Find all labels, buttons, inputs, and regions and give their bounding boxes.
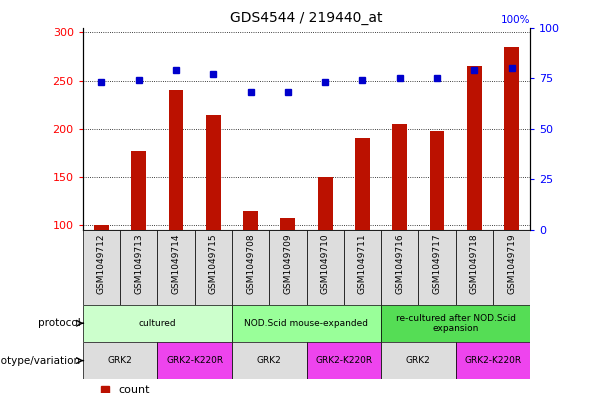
- Bar: [418, 230, 455, 305]
- Text: GRK2-K220R: GRK2-K220R: [465, 356, 522, 365]
- Text: protocol: protocol: [38, 318, 80, 328]
- Text: GSM1049712: GSM1049712: [97, 233, 106, 294]
- Bar: [455, 342, 530, 379]
- Text: count: count: [118, 385, 150, 393]
- Text: GRK2: GRK2: [108, 356, 132, 365]
- Text: GSM1049718: GSM1049718: [470, 233, 479, 294]
- Text: NOD.Scid mouse-expanded: NOD.Scid mouse-expanded: [245, 319, 368, 328]
- Text: GSM1049715: GSM1049715: [209, 233, 218, 294]
- Bar: [381, 305, 530, 342]
- Text: GSM1049709: GSM1049709: [283, 233, 292, 294]
- Text: 100%: 100%: [501, 15, 530, 26]
- Bar: [467, 66, 482, 230]
- Bar: [381, 342, 455, 379]
- Bar: [83, 342, 158, 379]
- Bar: [493, 230, 530, 305]
- Text: GSM1049713: GSM1049713: [134, 233, 143, 294]
- Bar: [169, 90, 183, 230]
- Bar: [232, 230, 269, 305]
- Bar: [381, 230, 418, 305]
- Bar: [318, 177, 333, 230]
- Bar: [280, 219, 295, 230]
- Text: GRK2-K220R: GRK2-K220R: [166, 356, 223, 365]
- Bar: [306, 342, 381, 379]
- Text: genotype/variation: genotype/variation: [0, 356, 80, 365]
- Bar: [392, 124, 407, 230]
- Bar: [344, 230, 381, 305]
- Bar: [504, 47, 519, 230]
- Text: cultured: cultured: [139, 319, 176, 328]
- Bar: [355, 138, 370, 230]
- Bar: [83, 230, 120, 305]
- Text: GSM1049710: GSM1049710: [321, 233, 330, 294]
- Text: GSM1049711: GSM1049711: [358, 233, 367, 294]
- Text: GSM1049708: GSM1049708: [246, 233, 255, 294]
- Text: GSM1049714: GSM1049714: [172, 233, 180, 294]
- Text: GSM1049716: GSM1049716: [395, 233, 404, 294]
- Text: GRK2-K220R: GRK2-K220R: [315, 356, 372, 365]
- Text: GSM1049719: GSM1049719: [507, 233, 516, 294]
- Bar: [83, 305, 232, 342]
- Bar: [232, 342, 306, 379]
- Bar: [195, 230, 232, 305]
- Bar: [232, 305, 381, 342]
- Title: GDS4544 / 219440_at: GDS4544 / 219440_at: [230, 11, 383, 25]
- Bar: [430, 130, 444, 230]
- Bar: [120, 230, 158, 305]
- Bar: [131, 151, 146, 230]
- Bar: [306, 230, 344, 305]
- Bar: [158, 230, 195, 305]
- Text: GRK2: GRK2: [406, 356, 431, 365]
- Bar: [158, 342, 232, 379]
- Text: GRK2: GRK2: [257, 356, 281, 365]
- Bar: [206, 115, 221, 230]
- Bar: [269, 230, 306, 305]
- Bar: [243, 211, 258, 230]
- Text: re-cultured after NOD.Scid
expansion: re-cultured after NOD.Scid expansion: [395, 314, 516, 333]
- Bar: [94, 225, 109, 230]
- Text: GSM1049717: GSM1049717: [433, 233, 441, 294]
- Bar: [455, 230, 493, 305]
